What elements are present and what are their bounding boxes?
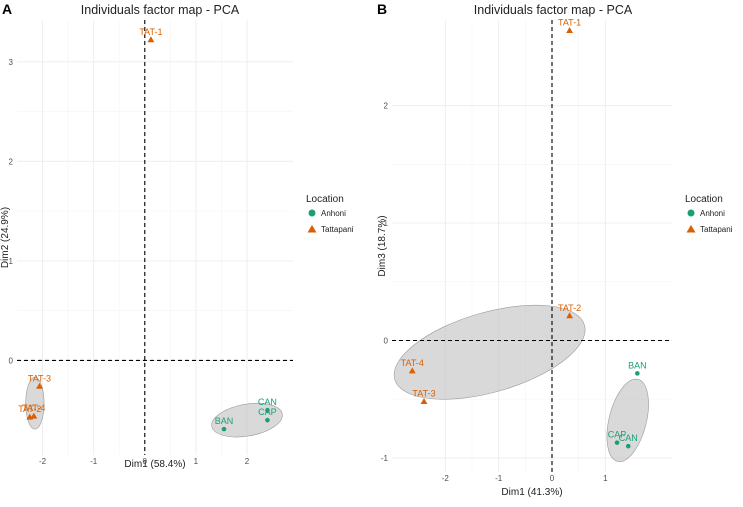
y-tick-label: 0: [9, 356, 14, 365]
point-tat-4: [30, 412, 38, 419]
y-tick-label: -1: [381, 454, 389, 463]
x-tick-label: 1: [194, 457, 199, 466]
point-label-tat-1: TAT-1: [558, 18, 581, 28]
legend-key-tattapani: [686, 225, 696, 233]
legend-label-anhoni: Anhoni: [700, 209, 725, 218]
point-tat-3: [36, 382, 43, 389]
x-tick-label: 1: [603, 474, 608, 483]
confidence-ellipse-anhoni: [211, 402, 283, 438]
point-label-tat-4: TAT-4: [22, 403, 45, 413]
legend-key-anhoni: [687, 209, 695, 217]
legend-a: Location Anhoni Tattapani: [306, 194, 354, 234]
y-axis-label-a: Dim2 (24.9%): [0, 207, 11, 268]
point-label-cap: CAP: [608, 430, 627, 440]
point-label-ban: BAN: [628, 360, 647, 370]
x-axis-label-a: Dim1 (58.4%): [124, 459, 185, 470]
panel-b: -2 -1 0 1 -1 0 1 2 TAT-1 TAT-2 TAT-4 TAT-3 BAN CAPCAN…: [377, 1, 733, 498]
y-tick-label: 2: [384, 102, 389, 111]
y-tick-label: 2: [9, 157, 14, 166]
legend-title: Location: [306, 194, 344, 205]
point-label-tat-2: TAT-2: [18, 404, 41, 414]
y-tick-label: 1: [384, 219, 389, 228]
point-label-tat-1: TAT-1: [139, 27, 162, 37]
y-tick-label: 0: [384, 337, 389, 346]
legend-title: Location: [685, 194, 723, 205]
point-can: [625, 443, 631, 449]
legend-label-tattapani: Tattapani: [321, 225, 354, 234]
point-label-can: CAN: [619, 433, 638, 443]
legend-key-anhoni: [308, 209, 316, 217]
point-label-tat-2: TAT-2: [558, 303, 581, 313]
chart-title-a: Individuals factor map - PCA: [81, 3, 240, 17]
chart-title-b: Individuals factor map - PCA: [474, 3, 633, 17]
panel-letter-a: A: [2, 1, 12, 17]
point-ban: [635, 371, 640, 376]
confidence-ellipse-anhoni: [606, 378, 649, 462]
point-cap: [614, 440, 620, 445]
point-tat-1: [147, 36, 155, 43]
point-label-cap: CAP: [258, 407, 277, 417]
legend-b: Location Anhoni Tattapani: [685, 194, 733, 234]
point-label-tat-3: TAT-3: [28, 373, 51, 383]
point-tat-1: [566, 26, 573, 33]
point-tat-4: [408, 367, 416, 374]
point-tat-3: [420, 397, 428, 404]
point-cap: [265, 417, 270, 423]
point-label-ban: BAN: [215, 416, 234, 426]
point-ban: [221, 426, 227, 432]
x-tick-label: -1: [495, 474, 503, 483]
x-tick-label: 0: [143, 457, 148, 466]
legend-label-tattapani: Tattapani: [700, 225, 733, 234]
y-tick-label: 3: [9, 58, 14, 67]
y-axis-label-b: Dim3 (18.7%): [377, 215, 388, 276]
x-tick-label: -1: [90, 457, 98, 466]
panel-letter-b: B: [377, 1, 387, 17]
point-label-can: CAN: [258, 397, 277, 407]
y-tick-label: 1: [9, 257, 14, 266]
point-label-tat-4: TAT-4: [401, 358, 424, 368]
point-tat-2: [566, 312, 573, 319]
x-tick-label: 0: [550, 474, 555, 483]
legend-key-tattapani: [307, 225, 317, 233]
legend-label-anhoni: Anhoni: [321, 209, 346, 218]
confidence-ellipse-tattapani: [393, 304, 586, 400]
x-tick-label: -2: [39, 457, 47, 466]
point-label-tat-3: TAT-3: [412, 389, 435, 399]
x-tick-label: 2: [245, 457, 250, 466]
point-can: [265, 407, 270, 413]
x-tick-label: -2: [442, 474, 450, 483]
x-axis-label-b: Dim1 (41.3%): [501, 487, 562, 498]
